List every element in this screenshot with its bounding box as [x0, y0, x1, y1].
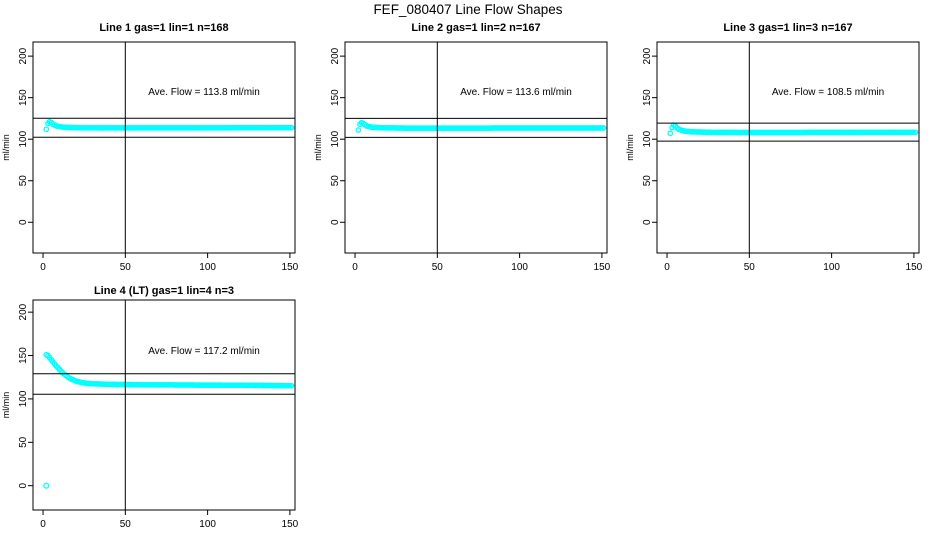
y-axis-label: ml/min [1, 134, 11, 161]
x-tick-label: 0 [352, 262, 358, 273]
plot-box [32, 41, 296, 254]
outlier-point [43, 482, 50, 489]
y-tick-label: 0 [330, 219, 341, 225]
y-tick-label: 50 [18, 175, 29, 187]
y-tick-label: 50 [642, 175, 653, 187]
y-axis-label: ml/min [1, 392, 11, 419]
data-point [355, 127, 362, 133]
y-tick-label: 100 [18, 390, 29, 407]
y-tick-label: 50 [18, 436, 29, 448]
y-tick-label: 150 [642, 89, 653, 106]
y-tick-label: 100 [642, 130, 653, 147]
x-tick-label: 150 [282, 519, 299, 530]
data-point [288, 382, 295, 389]
data-point [667, 130, 674, 137]
y-tick-label: 100 [18, 130, 29, 147]
plot-box [344, 41, 608, 254]
y-tick-label: 150 [18, 89, 29, 106]
y-axis-label: ml/min [625, 134, 635, 161]
x-tick-label: 100 [199, 262, 216, 273]
plot-box [656, 41, 920, 254]
x-tick-label: 50 [120, 262, 132, 273]
x-tick-label: 0 [40, 262, 46, 273]
x-tick-label: 150 [594, 262, 611, 273]
x-tick-label: 100 [823, 262, 840, 273]
figure-title: FEF_080407 Line Flow Shapes [373, 2, 563, 17]
y-tick-label: 150 [18, 347, 29, 364]
data-point [43, 126, 50, 133]
y-tick-label: 0 [18, 482, 29, 488]
y-tick-label: 200 [330, 47, 341, 64]
x-tick-label: 0 [664, 262, 670, 273]
ave-flow-annotation: Ave. Flow = 113.6 ml/min [460, 87, 572, 98]
data-point [912, 129, 919, 136]
subplot-line-2-chart: 0 50 100 150 0 50 100 150 200 ml/min Line 2 gas=1 … [313, 22, 611, 273]
x-tick-label: 0 [40, 519, 46, 530]
subplot-title: Line 1 gas=1 lin=1 n=168 [99, 22, 228, 34]
subplot-line-3-chart: 0 50 100 150 0 50 100 150 200 ml/min Line 3 gas=1 … [625, 22, 923, 273]
x-tick-label: 100 [511, 262, 528, 273]
subplot-title: Line 3 gas=1 lin=3 n=167 [723, 22, 852, 34]
x-tick-label: 100 [199, 519, 216, 530]
ave-flow-annotation: Ave. Flow = 108.5 ml/min [772, 87, 884, 98]
subplot-line-1-chart: 0 50 100 150 0 50 100 150 200 ml/min Line 1 gas=1 … [1, 22, 299, 273]
x-tick-label: 50 [744, 262, 756, 273]
y-tick-label: 0 [18, 219, 29, 225]
x-tick-label: 150 [906, 262, 923, 273]
y-tick-label: 0 [642, 219, 653, 225]
y-tick-label: 200 [18, 303, 29, 320]
x-tick-label: 50 [120, 519, 132, 530]
x-tick-label: 50 [432, 262, 444, 273]
y-axis-label: ml/min [313, 134, 323, 161]
data-point [288, 124, 295, 131]
plot-box [32, 299, 296, 511]
ave-flow-annotation: Ave. Flow = 113.8 ml/min [148, 87, 260, 98]
y-tick-label: 200 [18, 47, 29, 64]
subplot-title: Line 2 gas=1 lin=2 n=167 [411, 22, 540, 34]
subplot-line-4-chart: 0 50 100 150 0 50 100 150 200 ml/min Line 4 (LT) g… [1, 285, 299, 530]
y-tick-label: 50 [330, 175, 341, 187]
data-point [600, 125, 607, 131]
y-tick-label: 100 [330, 130, 341, 147]
y-tick-label: 200 [642, 47, 653, 64]
x-tick-label: 150 [282, 262, 299, 273]
ave-flow-annotation: Ave. Flow = 117.2 ml/min [148, 346, 260, 357]
subplot-title: Line 4 (LT) gas=1 lin=4 n=3 [94, 285, 234, 297]
y-tick-label: 150 [330, 89, 341, 106]
